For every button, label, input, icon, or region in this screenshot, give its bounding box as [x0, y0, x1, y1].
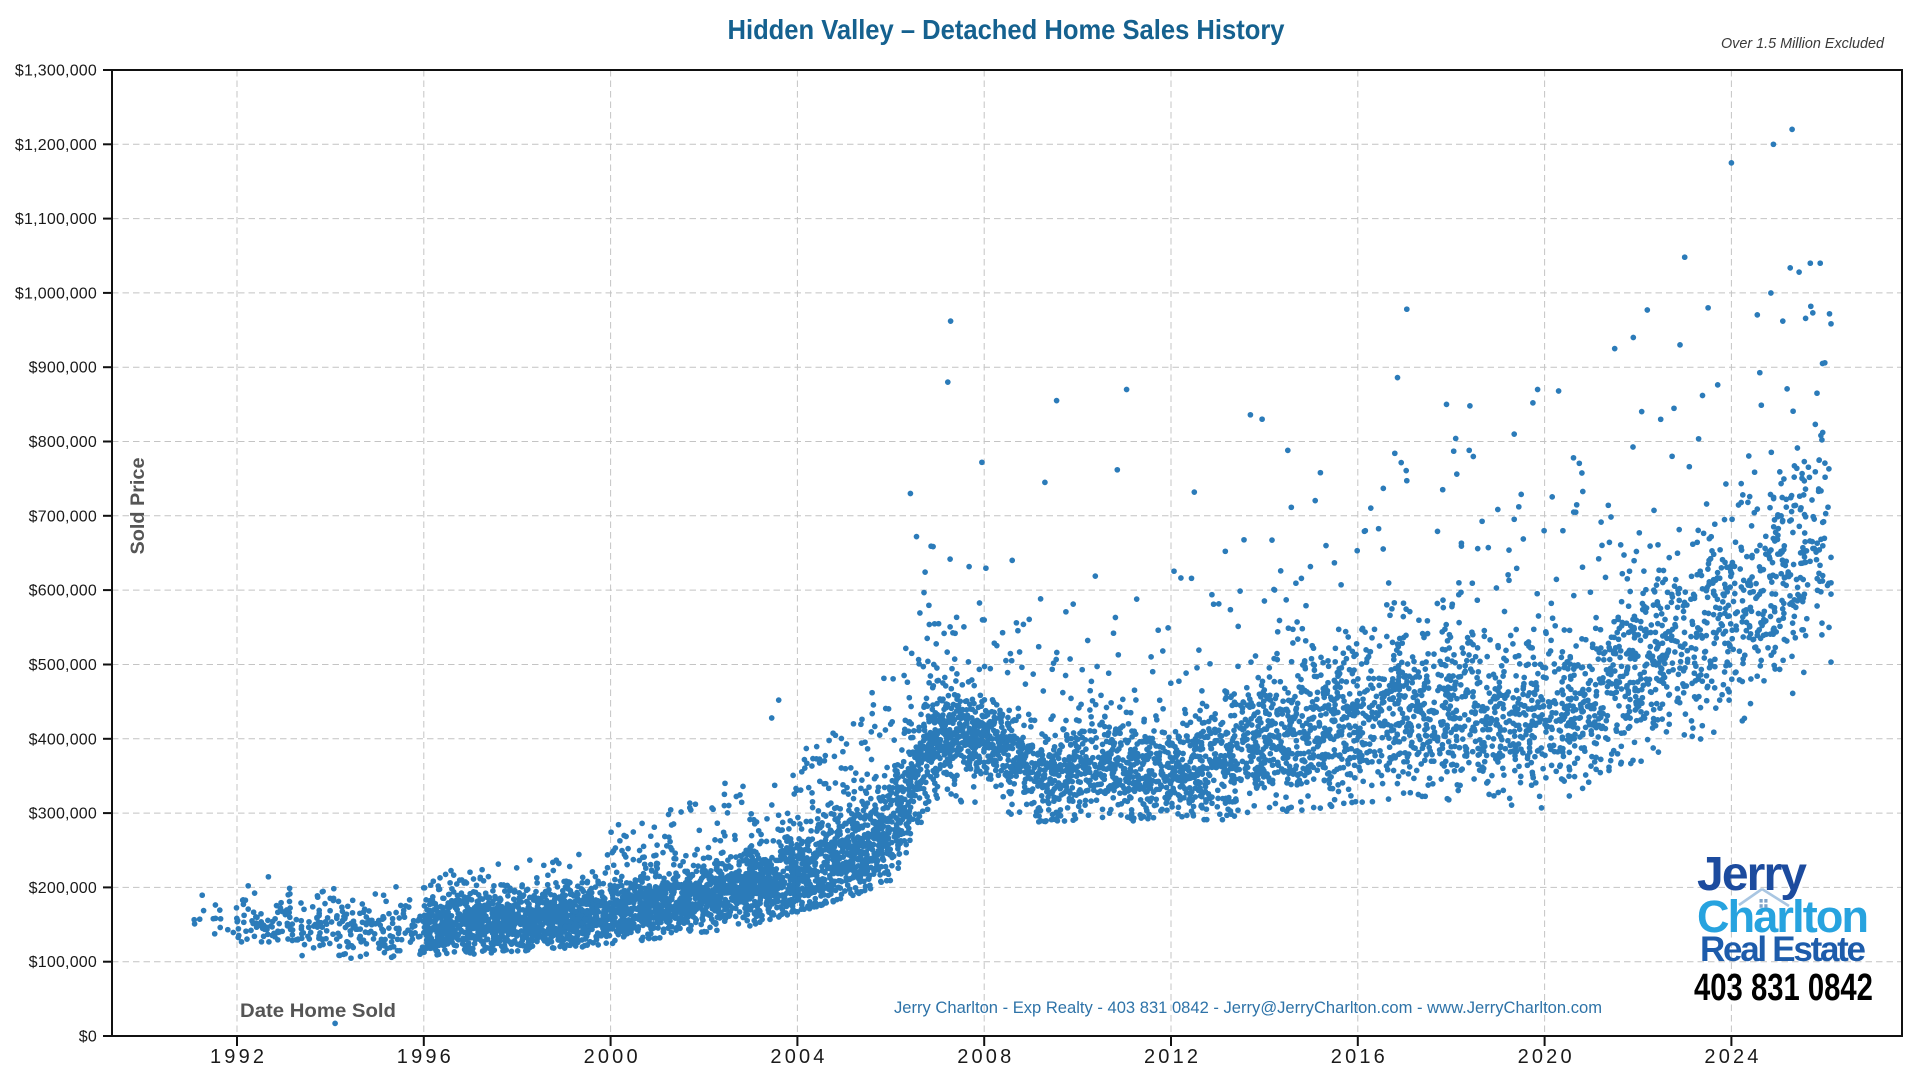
svg-text:$300,000: $300,000 [29, 806, 97, 823]
svg-text:$1,300,000: $1,300,000 [15, 63, 97, 80]
svg-text:Charlton: Charlton [1697, 891, 1869, 942]
svg-text:Over 1.5 Million Excluded: Over 1.5 Million Excluded [1721, 36, 1885, 52]
svg-text:403 831 0842: 403 831 0842 [1694, 966, 1873, 1009]
svg-text:$600,000: $600,000 [29, 583, 97, 600]
svg-text:$0: $0 [79, 1029, 97, 1046]
svg-text:Real Estate: Real Estate [1700, 930, 1866, 969]
svg-text:Date Home Sold: Date Home Sold [240, 1001, 396, 1022]
svg-text:$900,000: $900,000 [29, 360, 97, 377]
svg-text:$200,000: $200,000 [29, 880, 97, 897]
svg-text:Jerry Charlton - Exp Realty -: Jerry Charlton - Exp Realty - 403 831 08… [894, 998, 1602, 1017]
svg-text:$400,000: $400,000 [29, 731, 97, 748]
svg-text:Sold Price: Sold Price [127, 457, 149, 554]
svg-text:$500,000: $500,000 [29, 657, 97, 674]
svg-text:$700,000: $700,000 [29, 508, 97, 525]
svg-text:Hidden Valley – Detached Home: Hidden Valley – Detached Home Sales Hist… [728, 14, 1285, 45]
svg-text:$1,100,000: $1,100,000 [15, 211, 97, 228]
svg-text:$1,000,000: $1,000,000 [15, 285, 97, 302]
svg-text:$100,000: $100,000 [29, 954, 97, 971]
svg-text:$1,200,000: $1,200,000 [15, 137, 97, 154]
svg-text:$800,000: $800,000 [29, 434, 97, 451]
svg-text:Jerry: Jerry [1697, 848, 1807, 901]
